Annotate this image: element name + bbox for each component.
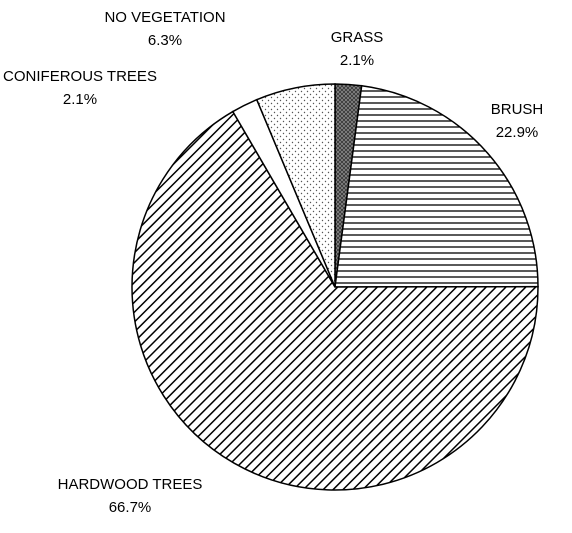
slice-value-label: 66.7% [109,499,152,516]
pie-slice [334,84,539,288]
pie-slice [131,110,539,491]
slice-label: CONIFEROUS TREES [3,68,157,85]
slice-label: BRUSH [491,101,544,118]
slice-label: NO VEGETATION [104,9,225,26]
pie-slice [255,83,336,288]
slice-label: HARDWOOD TREES [58,476,203,493]
slice-value-label: 6.3% [148,32,182,49]
slice-value-label: 2.1% [340,52,374,69]
slice-value-label: 22.9% [496,124,539,141]
slice-value-label: 2.1% [63,91,97,108]
slice-label: GRASS [331,29,384,46]
